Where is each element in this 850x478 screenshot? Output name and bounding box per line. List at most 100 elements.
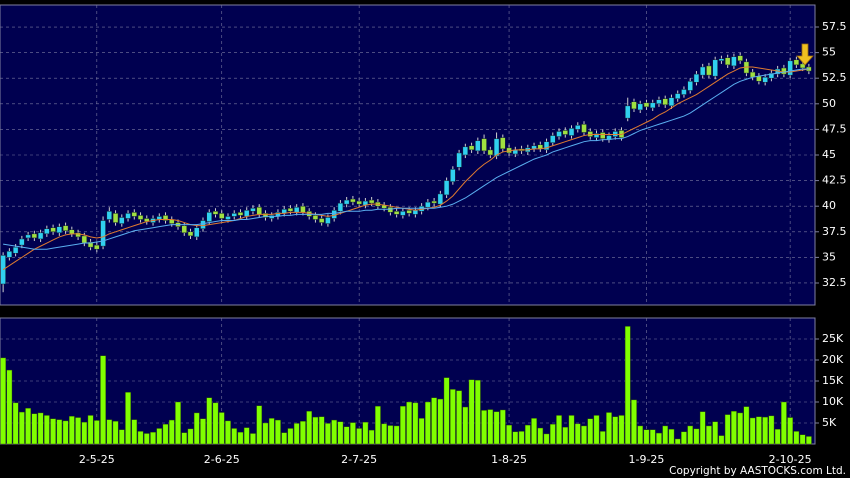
volume-bar <box>131 419 138 445</box>
candle-body <box>637 103 643 111</box>
volume-bar <box>762 416 768 445</box>
volume-bar <box>150 432 156 445</box>
volume-bar <box>643 429 650 445</box>
latest-arrow <box>796 43 814 66</box>
candle-body <box>674 93 681 99</box>
x-tick-label: 1-9-25 <box>629 453 665 466</box>
volume-bar <box>631 399 637 445</box>
candle-body <box>44 228 50 235</box>
volume-bar <box>537 427 544 445</box>
volume-bar <box>506 424 512 445</box>
candle-body <box>312 215 319 220</box>
y-tick-label: 35 <box>822 250 836 263</box>
volume-bar <box>674 438 681 445</box>
volume-bar <box>275 419 281 445</box>
volume-bar <box>287 428 294 445</box>
candle-body <box>237 212 244 216</box>
volume-bar <box>400 406 406 445</box>
candle-body <box>250 207 256 212</box>
volume-bar <box>281 432 288 445</box>
candle-body <box>206 212 212 222</box>
volume-bar <box>268 418 275 445</box>
volume-bar <box>75 417 81 445</box>
volume-bar <box>225 420 231 445</box>
candle-body <box>450 169 456 182</box>
candle-body <box>100 220 106 247</box>
candle-body <box>781 67 787 75</box>
candle-body <box>406 210 412 214</box>
volume-bar <box>262 422 269 445</box>
y-tick-label: 50 <box>822 97 836 110</box>
volume-bar <box>93 420 100 445</box>
volume-bar <box>756 416 762 445</box>
candle-body <box>19 238 25 246</box>
candle-body <box>106 211 113 220</box>
volume-bar <box>156 428 163 445</box>
candle-body <box>50 227 56 233</box>
candle-body <box>481 138 487 152</box>
candle-body <box>643 102 650 108</box>
candle-body <box>393 211 400 215</box>
volume-bar <box>350 422 356 445</box>
candle-body <box>119 217 125 224</box>
candle-body <box>94 244 100 250</box>
volume-bar <box>437 398 444 445</box>
candle-body <box>75 232 81 238</box>
candle-body <box>343 199 350 205</box>
candle-body <box>194 227 200 238</box>
volume-bar <box>512 431 519 445</box>
candle-body <box>287 207 294 212</box>
candle-body <box>631 101 637 110</box>
volume-bar <box>443 377 450 445</box>
candle-body <box>593 133 600 138</box>
candle-body <box>200 220 206 229</box>
volume-bar <box>256 405 263 445</box>
candle-body <box>649 102 656 109</box>
volume-bar <box>425 401 431 445</box>
x-tick-label: 2-7-25 <box>341 453 377 466</box>
candle-body <box>437 193 444 205</box>
volume-bar <box>612 416 619 445</box>
candle-body <box>62 225 69 232</box>
volume-bar <box>25 408 31 445</box>
candle-body <box>6 250 13 258</box>
candle-body <box>81 235 88 244</box>
candle-body <box>718 58 725 62</box>
volume-bar <box>306 411 313 445</box>
volume-bar <box>0 357 6 445</box>
candle-body <box>293 206 300 213</box>
volume-bar <box>162 424 169 445</box>
candle-body <box>243 210 250 217</box>
candle-body <box>137 215 144 220</box>
candle-body <box>181 225 188 234</box>
candle-body <box>587 131 594 137</box>
candle-body <box>412 210 419 215</box>
volume-bar <box>412 402 419 445</box>
volume-bar <box>218 412 225 445</box>
y-tick-label: 5K <box>822 416 837 429</box>
volume-bar <box>343 426 350 445</box>
volume-bar <box>125 392 131 445</box>
candle-body <box>500 137 506 150</box>
y-tick-label: 45 <box>822 148 836 161</box>
candle-body <box>731 56 737 67</box>
volume-bar <box>606 412 612 445</box>
volume-bar <box>181 432 188 445</box>
volume-bar <box>662 425 669 445</box>
candle-body <box>693 73 700 83</box>
candle-body <box>25 234 31 239</box>
candle-body <box>799 63 806 69</box>
candle-body <box>69 229 75 235</box>
volume-bar <box>168 419 175 445</box>
volume-bar <box>6 369 13 445</box>
volume-bar <box>581 425 587 445</box>
volume-bar <box>337 421 344 445</box>
volume-bar <box>718 435 725 445</box>
candle-body <box>337 202 344 212</box>
volume-bar <box>356 428 362 445</box>
volume-bar <box>475 379 481 445</box>
candle-body <box>575 125 581 130</box>
volume-bar <box>231 428 238 445</box>
